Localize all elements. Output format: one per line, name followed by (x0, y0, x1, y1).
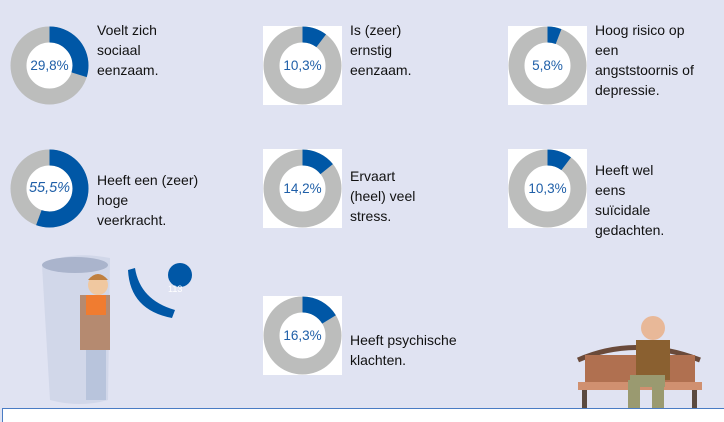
donut-slice-value (10, 149, 89, 228)
donut-value-label: 10,3% (528, 181, 567, 196)
donut-slice-value (508, 149, 587, 228)
phone-number: 113 (168, 284, 182, 294)
donut-value-label: 14,2% (283, 181, 322, 196)
person-in-glass-illustration: 113 (42, 255, 192, 404)
donut-caption: Heeft psychische klachten. (350, 332, 457, 368)
donut-slice-value (10, 26, 89, 105)
donut-caption: Hoog risico op een angststoornis of depr… (595, 22, 694, 98)
donut-caption: Heeft wel eens suïcidale gedachten. (595, 162, 665, 238)
donut-caption: Voelt zich sociaal eenzaam. (97, 22, 159, 78)
donut-caption: Heeft een (zeer) hoge veerkracht. (97, 172, 199, 228)
donut-chart: 55,5% (10, 149, 89, 228)
phone-icon (128, 268, 175, 318)
donut-chart: 5,8% (508, 26, 587, 105)
ground-strip (2, 408, 724, 422)
donut-chart: 29,8% (10, 26, 89, 105)
donut-caption: Is (zeer) ernstig eenzaam. (350, 22, 412, 78)
speech-bubble-icon (168, 263, 192, 287)
donut-caption: Ervaart (heel) veel stress. (350, 168, 416, 224)
donut-value-label: 10,3% (283, 58, 322, 73)
donut-value-label: 55,5% (28, 180, 71, 196)
donut-chart: 10,3% (508, 149, 587, 228)
donut-value-label: 29,8% (30, 58, 69, 73)
donut-chart: 14,2% (263, 149, 342, 228)
donut-slice-value (263, 296, 342, 375)
donut-chart: 10,3% (263, 26, 342, 105)
donut-slice-value (263, 149, 342, 228)
donut-value-label: 5,8% (532, 58, 563, 73)
donut-chart: 16,3% (263, 296, 342, 375)
donut-slice-value (508, 26, 587, 105)
donut-slice-value (263, 26, 342, 105)
donut-value-label: 16,3% (283, 328, 322, 343)
elderly-man-on-bench-illustration (576, 316, 702, 418)
